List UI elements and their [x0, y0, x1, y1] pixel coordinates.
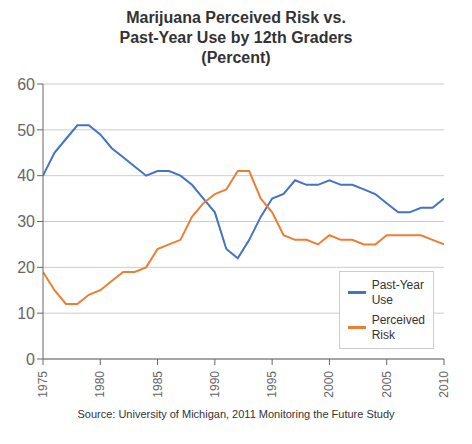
svg-text:1985: 1985: [151, 371, 165, 398]
svg-text:1975: 1975: [36, 371, 50, 398]
svg-text:40: 40: [17, 167, 35, 184]
svg-text:60: 60: [17, 76, 35, 93]
html-text:Perceived Risk: Perceived Risk: [371, 313, 425, 342]
svg-text:20: 20: [17, 259, 35, 276]
svg-text:50: 50: [17, 122, 35, 139]
svg-text:10: 10: [17, 305, 35, 322]
svg-text:2000: 2000: [322, 371, 336, 398]
html-text:Marijuana Perceived Risk vs. P: Marijuana Perceived Risk vs. Past-Year U…: [119, 9, 353, 66]
html-text:Past-Year Use: Past-Year Use: [371, 278, 424, 307]
svg-text:1980: 1980: [93, 371, 107, 398]
svg-text:30: 30: [17, 213, 35, 230]
html-text:Source: University of Michigan: Source: University of Michigan, 2011 Mon…: [77, 408, 395, 420]
svg-text:1995: 1995: [265, 371, 279, 398]
svg-text:2005: 2005: [380, 371, 394, 398]
svg-text:1990: 1990: [208, 371, 222, 398]
svg-text:2010: 2010: [437, 371, 451, 398]
svg-text:0: 0: [26, 351, 35, 368]
